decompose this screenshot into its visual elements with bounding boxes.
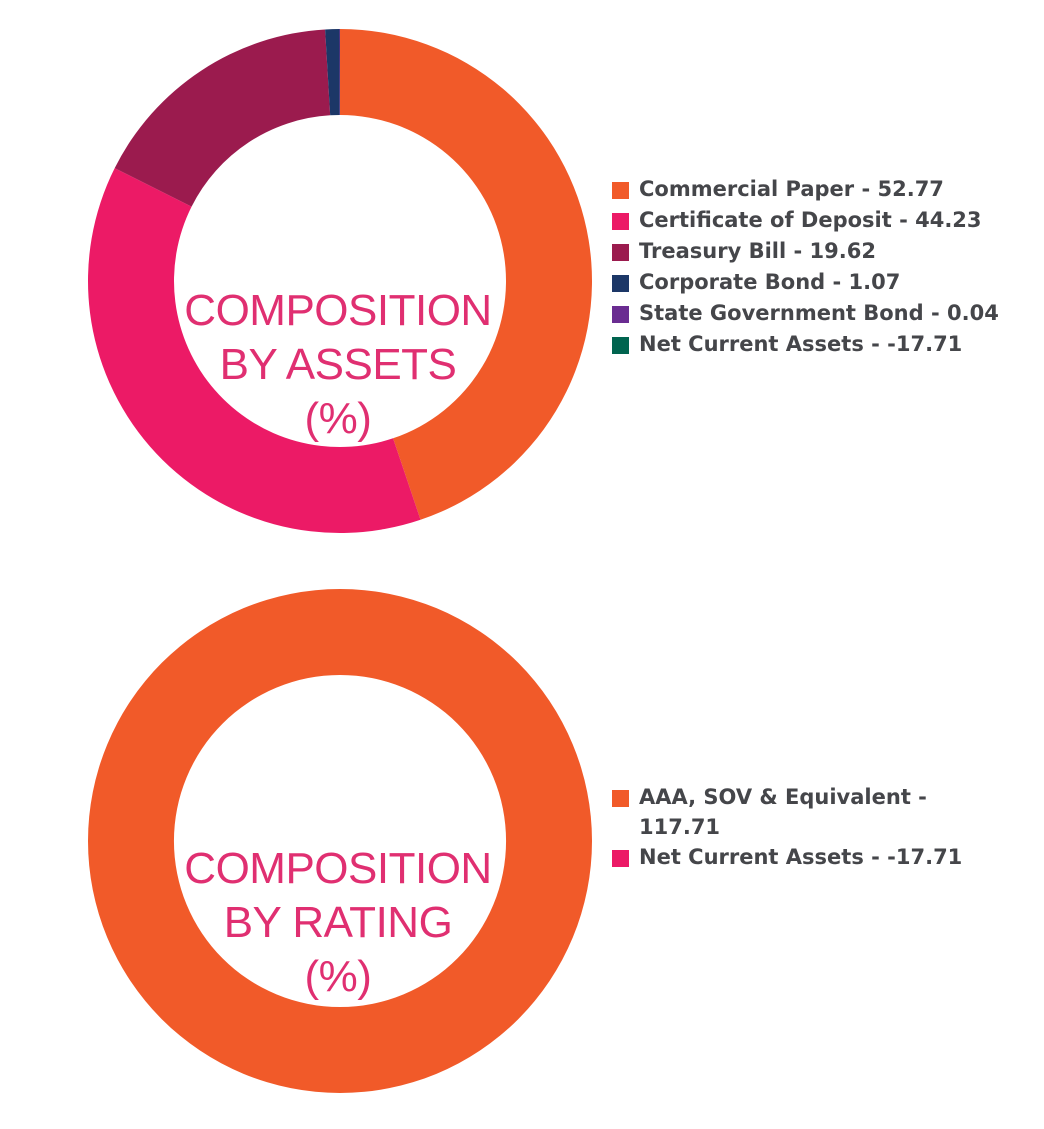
legend-swatch: [612, 306, 629, 323]
legend-item: Net Current Assets - -17.71: [612, 329, 999, 360]
legend-swatch: [612, 337, 629, 354]
legend-swatch: [612, 790, 629, 807]
assets-title-line: (%): [304, 394, 372, 443]
legend-item: Corporate Bond - 1.07: [612, 267, 999, 298]
assets-donut-chart: [87, 29, 593, 534]
legend-swatch: [612, 244, 629, 261]
assets-title-line: BY ASSETS: [219, 340, 457, 389]
legend-item: Commercial Paper - 52.77: [612, 174, 999, 205]
legend-swatch: [612, 275, 629, 292]
legend-label: State Government Bond - 0.04: [639, 301, 999, 325]
legend-item: Certificate of Deposit - 44.23: [612, 205, 999, 236]
legend-item: AAA, SOV & Equivalent - 117.71: [612, 782, 969, 842]
legend-swatch: [612, 182, 629, 199]
rating-chart-title: COMPOSITION BY RATING (%): [158, 842, 518, 1004]
donut-slice: [340, 29, 593, 520]
rating-title-line: (%): [304, 952, 372, 1001]
donut-slice: [325, 29, 340, 116]
rating-title-line: COMPOSITION: [184, 844, 492, 893]
rating-donut-chart: [88, 589, 592, 1093]
legend-swatch: [612, 850, 629, 867]
legend-label: AAA, SOV & Equivalent - 117.71: [639, 785, 927, 839]
legend-swatch: [612, 213, 629, 230]
legend-item: State Government Bond - 0.04: [612, 298, 999, 329]
rating-legend: AAA, SOV & Equivalent - 117.71 Net Curre…: [612, 782, 969, 872]
legend-label: Treasury Bill - 19.62: [639, 239, 876, 263]
legend-label: Net Current Assets - -17.71: [639, 845, 963, 869]
legend-label: Certificate of Deposit - 44.23: [639, 208, 982, 232]
donut-slice: [339, 29, 340, 116]
legend-label: Net Current Assets - -17.71: [639, 332, 963, 356]
donut-slice: [114, 29, 331, 207]
assets-title-line: COMPOSITION: [184, 286, 492, 335]
legend-label: Commercial Paper - 52.77: [639, 177, 944, 201]
rating-title-line: BY RATING: [223, 898, 453, 947]
legend-item: Net Current Assets - -17.71: [612, 842, 969, 872]
assets-chart-title: COMPOSITION BY ASSETS (%): [158, 284, 518, 446]
donut-slice: [88, 589, 592, 1093]
assets-legend: Commercial Paper - 52.77 Certificate of …: [612, 174, 999, 360]
legend-item: Treasury Bill - 19.62: [612, 236, 999, 267]
legend-label: Corporate Bond - 1.07: [639, 270, 901, 294]
donut-slice: [87, 168, 421, 534]
